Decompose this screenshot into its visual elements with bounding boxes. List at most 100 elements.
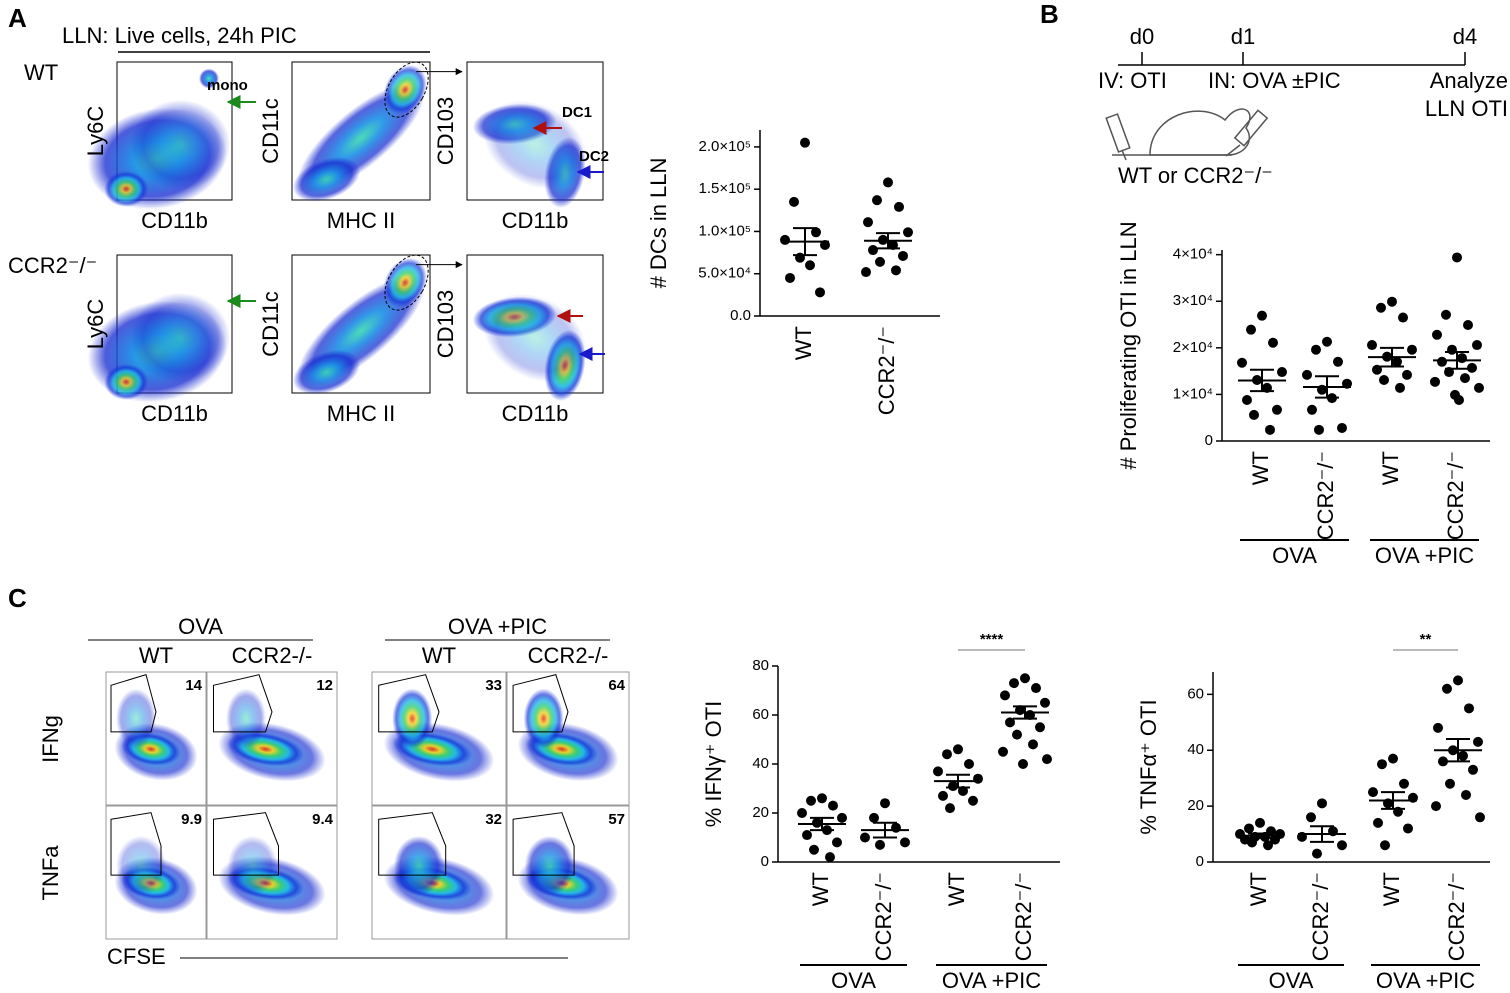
data-point — [812, 817, 822, 828]
data-point — [1306, 812, 1316, 823]
data-point — [1367, 340, 1377, 351]
timeline-label: d1 — [1231, 24, 1255, 49]
data-point — [1028, 739, 1038, 750]
density — [483, 100, 587, 190]
gate — [110, 812, 162, 876]
data-point — [860, 832, 870, 843]
data-point — [1379, 374, 1389, 385]
gate-value: 57 — [608, 811, 625, 828]
x-tick-label: CCR2⁻/⁻ — [1444, 872, 1469, 961]
data-point — [1454, 395, 1464, 406]
y-tick-label: 0.0 — [730, 307, 751, 324]
density — [116, 688, 156, 749]
density — [523, 688, 564, 749]
data-point — [1475, 812, 1485, 823]
data-point — [1407, 344, 1417, 355]
data-point — [875, 256, 885, 267]
data-point — [1402, 369, 1412, 380]
data-point — [938, 790, 948, 801]
data-point — [883, 177, 893, 188]
annotation: mono — [207, 77, 248, 94]
data-point — [1432, 329, 1442, 340]
y-axis-label: CD11c — [258, 291, 283, 357]
sem-bar — [1248, 832, 1272, 839]
data-point — [1307, 404, 1317, 415]
data-point — [1009, 678, 1019, 689]
data-point — [1337, 422, 1347, 433]
data-point — [832, 837, 842, 848]
data-point — [1372, 364, 1382, 375]
data-point — [825, 852, 835, 863]
y-tick-label: 1.0×10⁵ — [698, 222, 751, 239]
density — [292, 350, 361, 395]
data-point — [817, 793, 827, 804]
x-tick-label: CCR2⁻/⁻ — [871, 872, 896, 961]
gate — [378, 812, 447, 876]
data-point — [869, 812, 879, 823]
data-point — [1373, 817, 1383, 828]
data-point — [1314, 424, 1324, 435]
density — [292, 157, 361, 202]
data-point — [1392, 356, 1402, 367]
column-label: CCR2-/- — [232, 643, 313, 668]
data-point — [1312, 848, 1322, 859]
y-tick-label: 60 — [752, 706, 769, 723]
data-point — [1447, 344, 1457, 355]
data-point — [1272, 404, 1282, 415]
gate — [378, 674, 440, 733]
data-point — [1468, 764, 1478, 775]
y-axis-label: CD103 — [433, 97, 458, 165]
y-axis-label: CD103 — [433, 290, 458, 358]
data-point — [1457, 353, 1467, 364]
data-point — [1000, 690, 1010, 701]
timeline-label: d0 — [1130, 24, 1154, 49]
data-point — [1453, 675, 1463, 686]
panel-label: A — [8, 3, 27, 33]
group-label: OVA — [831, 968, 876, 993]
sem-bar — [793, 227, 817, 257]
data-point — [1268, 337, 1278, 348]
y-axis-label: % TNFα⁺ OTI — [1136, 699, 1161, 834]
x-tick-label: WT — [944, 872, 969, 906]
density — [392, 688, 433, 749]
group-label: OVA +PIC — [448, 614, 547, 639]
gate — [213, 674, 273, 733]
gate — [213, 812, 279, 876]
data-point — [1270, 834, 1280, 845]
data-point — [1302, 369, 1312, 380]
y-tick-label: 60 — [1187, 685, 1204, 702]
data-point — [797, 808, 807, 818]
density — [383, 64, 427, 115]
gate-value: 32 — [485, 811, 502, 828]
data-point — [837, 812, 847, 823]
step: LLN OTI — [1425, 96, 1508, 121]
data-point — [968, 795, 978, 806]
y-tick-label: 4×10⁴ — [1173, 246, 1213, 263]
gate-value: 9.9 — [181, 811, 202, 828]
group-label: OVA +PIC — [1375, 543, 1474, 568]
data-point — [1388, 753, 1398, 764]
gate-value: 12 — [316, 677, 333, 694]
gate — [110, 674, 157, 733]
data-point — [1433, 722, 1443, 733]
sem-bar — [876, 232, 900, 250]
data-point — [1012, 729, 1022, 740]
sem-bar — [1446, 738, 1470, 763]
y-tick-label: 0 — [1196, 853, 1204, 870]
group-label: OVA — [1269, 968, 1314, 993]
gate — [512, 812, 575, 876]
x-axis-label: CFSE — [107, 944, 166, 969]
mouse-label: WT or CCR2⁻/⁻ — [1118, 163, 1273, 188]
x-tick-label: WT — [1379, 872, 1404, 906]
data-point — [900, 837, 910, 848]
row-label: CCR2⁻/⁻ — [8, 253, 97, 278]
y-tick-label: 40 — [752, 755, 769, 772]
y-axis-label: # Proliferating OTI in LLN — [1116, 221, 1141, 469]
data-point — [780, 234, 790, 245]
y-tick-label: 3×10⁴ — [1173, 292, 1213, 309]
data-point — [1376, 302, 1386, 313]
data-point — [1040, 697, 1050, 708]
data-point — [800, 137, 810, 148]
data-point — [1249, 409, 1259, 420]
x-tick-label: WT — [1248, 451, 1273, 485]
